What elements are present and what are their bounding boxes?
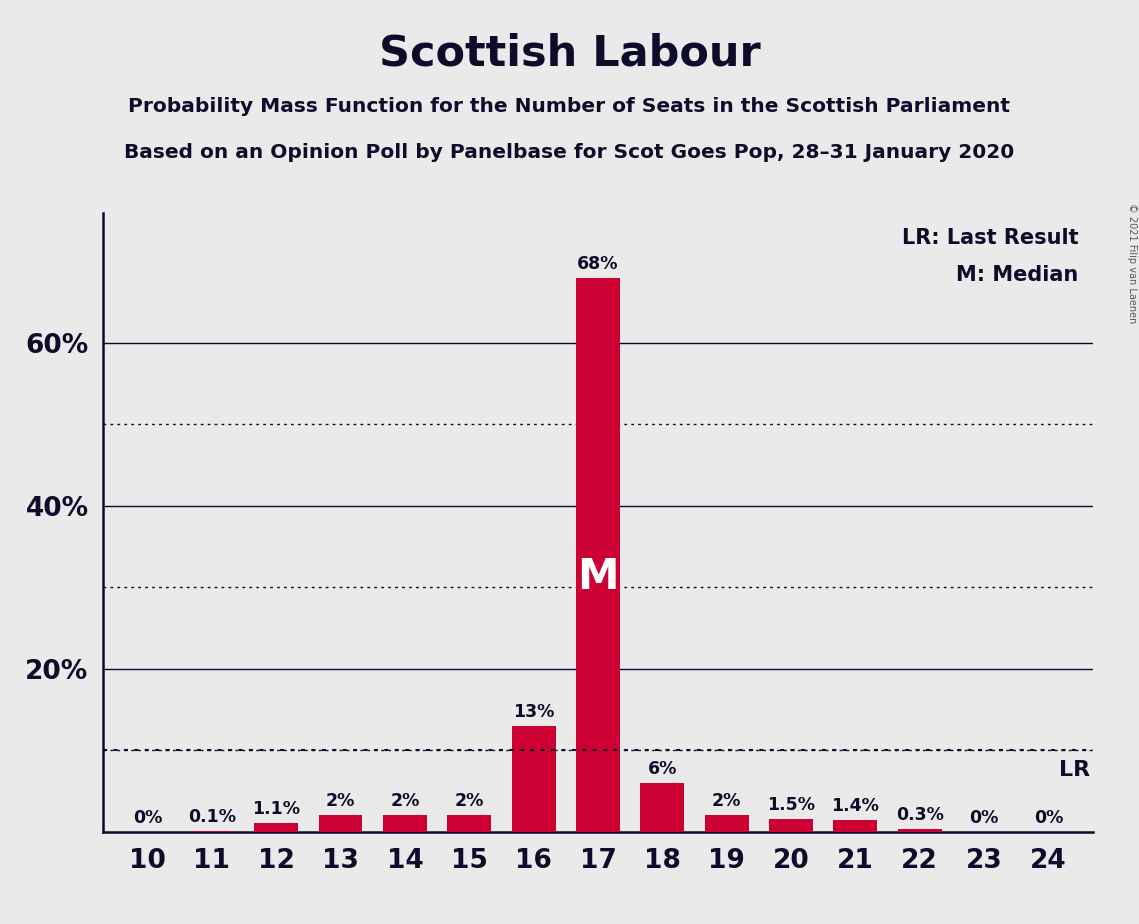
Text: 68%: 68% [577,255,618,273]
Bar [576,278,620,832]
Bar [705,815,748,832]
Bar [319,815,362,832]
Text: 1.4%: 1.4% [831,797,879,815]
Text: 0%: 0% [133,808,162,827]
Text: 2%: 2% [326,793,355,810]
Text: 1.1%: 1.1% [252,800,301,818]
Bar [898,829,942,832]
Text: © 2021 Filip van Laenen: © 2021 Filip van Laenen [1126,203,1137,323]
Text: 6%: 6% [648,760,677,778]
Text: 2%: 2% [454,793,484,810]
Text: LR: LR [1059,760,1090,780]
Text: LR: Last Result: LR: Last Result [902,228,1079,248]
Text: M: Median: M: Median [957,265,1079,286]
Bar [448,815,491,832]
Text: Scottish Labour: Scottish Labour [378,32,761,74]
Text: Based on an Opinion Poll by Panelbase for Scot Goes Pop, 28–31 January 2020: Based on an Opinion Poll by Panelbase fo… [124,143,1015,163]
Text: Probability Mass Function for the Number of Seats in the Scottish Parliament: Probability Mass Function for the Number… [129,97,1010,116]
Text: 0%: 0% [1034,808,1063,827]
Text: 13%: 13% [513,703,555,721]
Text: 0%: 0% [969,808,999,827]
Bar [383,815,427,832]
Text: M: M [577,556,618,598]
Bar [640,783,685,832]
Text: 2%: 2% [391,793,419,810]
Text: 2%: 2% [712,793,741,810]
Bar [834,821,877,832]
Text: 0.1%: 0.1% [188,808,236,826]
Text: 0.3%: 0.3% [895,807,943,824]
Bar [511,725,556,832]
Text: 1.5%: 1.5% [767,796,816,814]
Bar [769,820,813,832]
Bar [254,822,298,832]
